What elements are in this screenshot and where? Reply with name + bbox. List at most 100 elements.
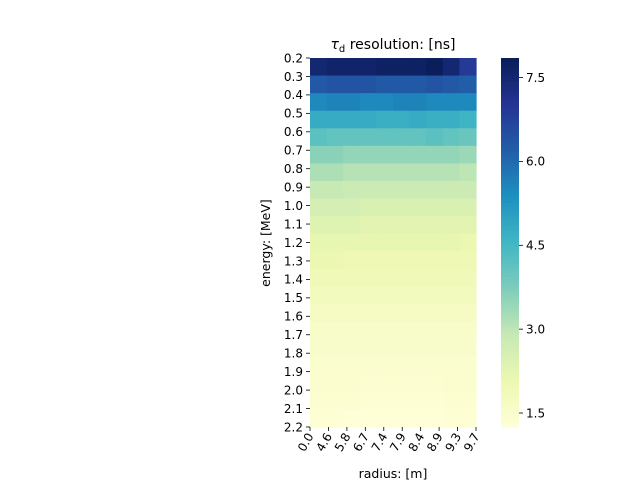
heatmap-cell — [359, 110, 377, 129]
colorbar-segment — [501, 423, 519, 428]
heatmap-cell — [409, 58, 427, 77]
heatmap-cell — [359, 198, 377, 217]
heatmap-cell — [359, 145, 377, 165]
colorbar-segment — [501, 245, 519, 250]
colorbar-segment — [501, 282, 519, 287]
colorbar-segment — [501, 229, 519, 234]
colorbar-segment — [501, 155, 519, 160]
colorbar-segment — [501, 138, 519, 143]
colorbar-segment — [501, 88, 519, 93]
heatmap-cell — [426, 110, 444, 129]
y-tick-label: 1.6 — [284, 310, 303, 324]
heatmap-cell — [343, 233, 361, 252]
heatmap-cell — [343, 75, 361, 94]
colorbar-segment — [501, 286, 519, 291]
colorbar-segment — [501, 319, 519, 324]
colorbar-segment — [501, 420, 519, 425]
colorbar-segment — [501, 386, 519, 391]
heatmap-cell — [409, 145, 427, 165]
heatmap-cell — [409, 286, 427, 305]
heatmap-cell — [442, 128, 460, 147]
colorbar: 1.5 3.0 4.5 6.0 7.5 — [501, 58, 545, 428]
x-tick-label: 7.4 — [369, 431, 391, 455]
heatmap-cell — [343, 356, 361, 375]
heatmap-cell — [310, 251, 328, 270]
heatmap-cell — [310, 145, 328, 165]
y-tick-label: 1.0 — [284, 199, 303, 213]
colorbar-segment — [501, 115, 519, 119]
colorbar-segment — [501, 410, 519, 415]
colorbar-segment — [501, 64, 519, 69]
heatmap-cell — [310, 216, 328, 235]
heatmap-cell — [343, 110, 361, 129]
heatmap-cell — [310, 233, 328, 252]
heatmap-cell — [393, 391, 411, 411]
colorbar-segment — [501, 68, 519, 73]
heatmap-cell — [393, 93, 411, 112]
heatmap-cell — [409, 181, 427, 200]
colorbar-segment — [501, 306, 519, 311]
heatmap-cell — [310, 391, 328, 411]
heatmap-cell — [426, 356, 444, 375]
heatmap-cell — [409, 251, 427, 270]
heatmap-cell — [376, 304, 394, 323]
colorbar-segment — [501, 369, 519, 374]
colorbar-segment — [501, 255, 519, 260]
heatmap-cell — [359, 233, 377, 252]
heatmap-cell — [310, 181, 328, 200]
heatmap-cell — [343, 216, 361, 235]
heatmap-cell — [442, 75, 460, 94]
heatmap-cell — [326, 268, 344, 288]
colorbar-segment — [501, 323, 519, 327]
y-tick-label: 0.3 — [284, 70, 303, 84]
colorbar-segment — [501, 198, 519, 203]
colorbar-segment — [501, 262, 519, 267]
heatmap-cell — [359, 339, 377, 358]
heatmap-cell — [459, 128, 477, 147]
colorbar-segment — [501, 212, 519, 217]
heatmap-cell — [409, 163, 427, 182]
heatmap-cell — [393, 181, 411, 200]
heatmap-cell — [310, 339, 328, 358]
heatmap-cell — [409, 128, 427, 147]
heatmap-cell — [442, 181, 460, 200]
heatmap-cell — [459, 409, 477, 428]
heatmap-cell — [426, 128, 444, 147]
heatmap-cell — [426, 216, 444, 235]
heatmap-cell — [376, 409, 394, 428]
chart-title: τd resolution: [ns] — [330, 37, 455, 55]
colorbar-segment — [501, 299, 519, 304]
heatmap-cell — [442, 58, 460, 77]
x-tick-label: 9.3 — [442, 431, 464, 455]
heatmap-cell — [359, 128, 377, 147]
chart-title-text: resolution: [ns] — [345, 37, 455, 53]
colorbar-segment — [501, 118, 519, 123]
y-tick-label: 1.8 — [284, 347, 303, 361]
heatmap-cell — [393, 58, 411, 77]
heatmap-cell — [442, 286, 460, 305]
colorbar-segment — [501, 390, 519, 395]
colorbar-segment — [501, 161, 519, 166]
colorbar-segment — [501, 302, 519, 307]
heatmap-cell — [359, 391, 377, 411]
heatmap-cell — [310, 374, 328, 393]
heatmap-cell — [310, 93, 328, 112]
x-axis-label: radius: [m] — [359, 466, 428, 480]
heatmap-cell — [376, 75, 394, 94]
heatmap-cell — [326, 356, 344, 375]
heatmap-cell — [442, 163, 460, 182]
colorbar-segment — [501, 58, 519, 62]
heatmap-cell — [343, 198, 361, 217]
colorbar-segment — [501, 145, 519, 150]
colorbar-segment — [501, 242, 519, 247]
heatmap-cell — [310, 321, 328, 340]
heatmap-cell — [442, 233, 460, 252]
heatmap-cell — [326, 286, 344, 305]
colorbar-segment — [501, 252, 519, 257]
colorbar-segment — [501, 208, 519, 213]
heatmap-cell — [409, 304, 427, 323]
heatmap-cell — [326, 163, 344, 182]
y-tick-label: 2.2 — [284, 420, 303, 434]
colorbar-segment — [501, 219, 519, 223]
heatmap-cell — [326, 391, 344, 411]
